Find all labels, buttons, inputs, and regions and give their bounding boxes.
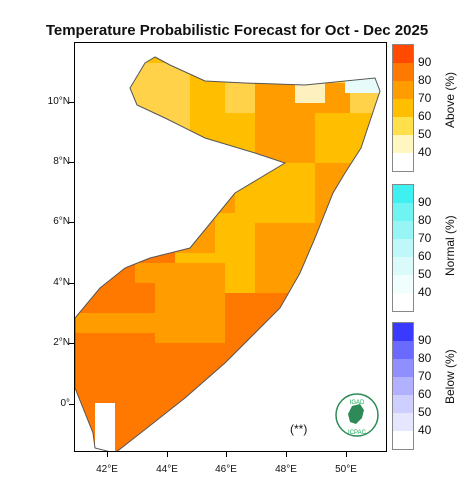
forecast-map (74, 42, 387, 452)
legend-below-level: 40 (418, 423, 432, 437)
y-tick (69, 404, 74, 405)
legend-below-swatch (393, 395, 413, 413)
igad-icpac-logo: IGAD ICPAC (334, 392, 380, 438)
legend-normal (392, 184, 414, 312)
logo-bottom-text: ICPAC (348, 430, 367, 436)
legend-normal-swatch (393, 257, 413, 275)
legend-above-swatch (393, 117, 413, 135)
x-axis-label: 48°E (275, 464, 297, 475)
legend-normal-title: Normal (%) (443, 215, 457, 276)
y-axis-label: 0° (60, 398, 70, 409)
legend-normal-swatch (393, 203, 413, 221)
legend-normal-level: 90 (418, 195, 432, 209)
legend-above-level: 90 (418, 55, 432, 69)
y-tick (69, 102, 74, 103)
legend-normal-level: 80 (418, 213, 432, 227)
legend-above-swatch (393, 63, 413, 81)
x-tick (226, 452, 227, 457)
y-tick (69, 162, 74, 163)
legend-normal-swatch (393, 293, 413, 311)
x-tick (107, 452, 108, 457)
y-axis-label: 4°N (53, 277, 70, 288)
legend-above-level: 70 (418, 91, 432, 105)
x-tick (167, 452, 168, 457)
legend-below-swatch (393, 323, 413, 341)
y-axis-label: 8°N (53, 156, 70, 167)
legend-normal-level: 50 (418, 267, 432, 281)
legend-normal-level: 40 (418, 285, 432, 299)
legend-below-level: 50 (418, 405, 432, 419)
y-axis-label: 6°N (53, 216, 70, 227)
legend-below-level: 90 (418, 333, 432, 347)
x-axis-label: 50°E (335, 464, 357, 475)
legend-normal-swatch (393, 275, 413, 293)
y-tick (69, 283, 74, 284)
logo-top-text: IGAD (350, 400, 365, 406)
y-axis-label: 2°N (53, 337, 70, 348)
legend-above-level: 50 (418, 127, 432, 141)
x-axis-label: 44°E (156, 464, 178, 475)
x-tick (346, 452, 347, 457)
legend-above-level: 40 (418, 145, 432, 159)
legend-below-level: 80 (418, 351, 432, 365)
y-axis-label: 10°N (47, 96, 70, 107)
legend-below (392, 322, 414, 450)
legend-below-swatch (393, 341, 413, 359)
map-title: Temperature Probabilistic Forecast for O… (45, 22, 429, 39)
legend-above (392, 44, 414, 172)
footnote-marker: (**) (290, 422, 308, 436)
legend-normal-swatch (393, 221, 413, 239)
legend-below-swatch (393, 359, 413, 377)
legend-below-swatch (393, 413, 413, 431)
x-axis-label: 42°E (96, 464, 118, 475)
legend-below-title: Below (%) (443, 349, 457, 404)
legend-below-level: 60 (418, 387, 432, 401)
somalia-forecast-shading (75, 56, 381, 451)
legend-above-swatch (393, 45, 413, 63)
legend-below-swatch (393, 431, 413, 449)
legend-above-swatch (393, 81, 413, 99)
legend-above-swatch (393, 135, 413, 153)
x-tick (286, 452, 287, 457)
legend-below-swatch (393, 377, 413, 395)
legend-above-title: Above (%) (443, 71, 457, 128)
legend-above-swatch (393, 153, 413, 171)
legend-normal-level: 70 (418, 231, 432, 245)
legend-normal-swatch (393, 239, 413, 257)
legend-above-level: 60 (418, 109, 432, 123)
legend-above-swatch (393, 99, 413, 117)
y-tick (69, 222, 74, 223)
legend-above-level: 80 (418, 73, 432, 87)
legend-normal-level: 60 (418, 249, 432, 263)
legend-normal-swatch (393, 185, 413, 203)
x-axis-label: 46°E (215, 464, 237, 475)
legend-below-level: 70 (418, 369, 432, 383)
y-tick (69, 343, 74, 344)
